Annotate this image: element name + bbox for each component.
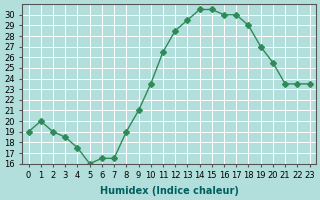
X-axis label: Humidex (Indice chaleur): Humidex (Indice chaleur)	[100, 186, 238, 196]
